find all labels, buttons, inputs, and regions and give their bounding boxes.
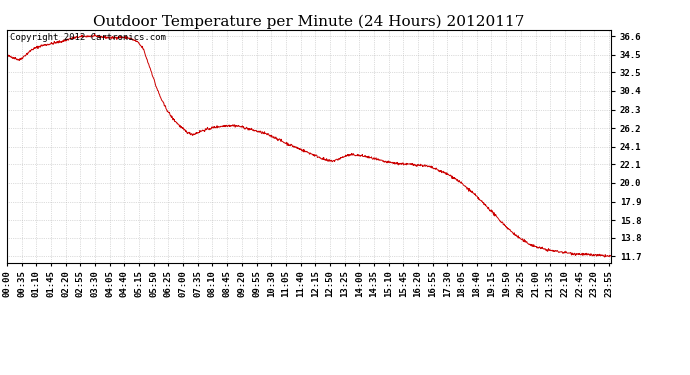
Title: Outdoor Temperature per Minute (24 Hours) 20120117: Outdoor Temperature per Minute (24 Hours… (93, 15, 524, 29)
Text: Copyright 2012 Cartronics.com: Copyright 2012 Cartronics.com (10, 33, 166, 42)
